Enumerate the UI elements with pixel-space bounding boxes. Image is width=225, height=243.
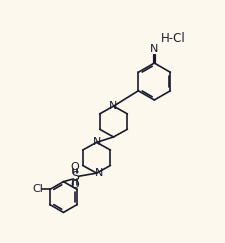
Text: N: N [94, 168, 103, 178]
Text: N: N [149, 44, 158, 54]
Text: S: S [71, 170, 79, 183]
Text: O: O [70, 162, 79, 172]
Text: Cl: Cl [32, 184, 43, 194]
Text: N: N [92, 137, 100, 147]
Text: H-Cl: H-Cl [160, 32, 184, 45]
Text: N: N [109, 101, 117, 111]
Text: O: O [70, 181, 79, 191]
